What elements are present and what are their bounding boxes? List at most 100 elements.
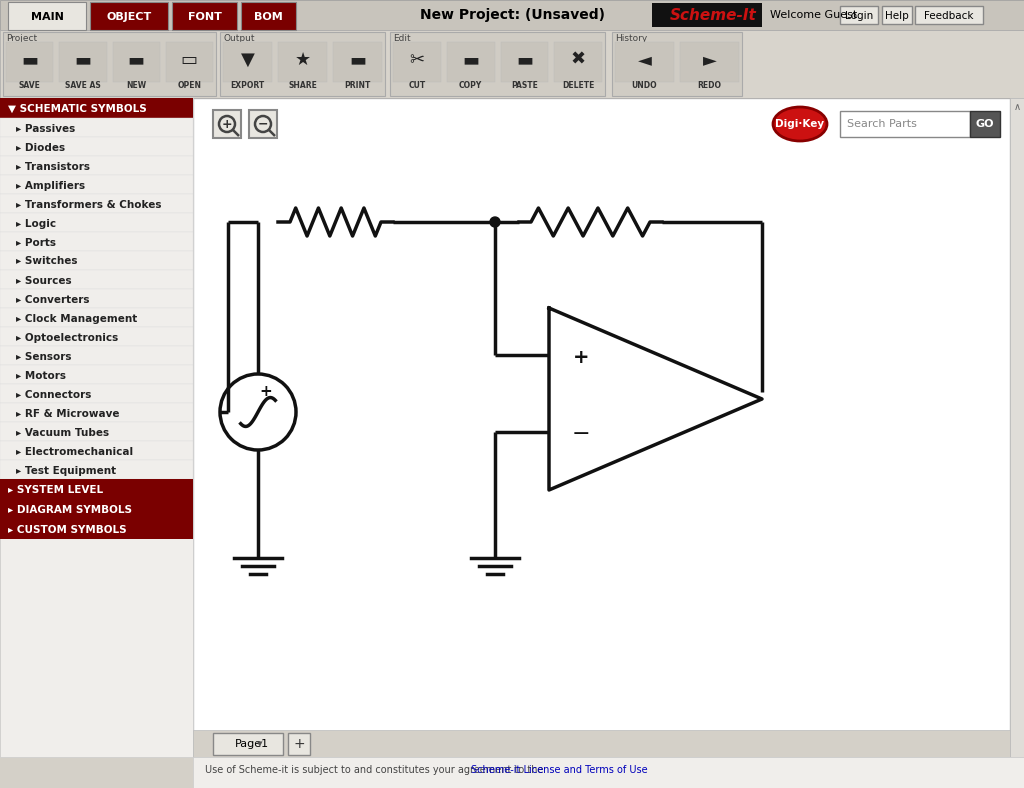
Bar xyxy=(0,441,193,460)
Text: ▸ CUSTOM SYMBOLS: ▸ CUSTOM SYMBOLS xyxy=(8,525,127,535)
Bar xyxy=(0,98,193,757)
Text: Feedback: Feedback xyxy=(925,11,974,21)
Bar xyxy=(8,2,86,30)
Bar xyxy=(223,42,272,82)
Bar xyxy=(193,98,1010,757)
Text: ▸ Transistors: ▸ Transistors xyxy=(16,162,90,172)
Bar xyxy=(882,6,912,24)
Text: ◄: ◄ xyxy=(638,51,651,69)
Text: Use of Scheme-it is subject to and constitutes your agreement to the: Use of Scheme-it is subject to and const… xyxy=(205,765,547,775)
Text: +: + xyxy=(260,384,272,399)
Text: ▸ Transformers & Chokes: ▸ Transformers & Chokes xyxy=(16,199,162,210)
Text: −: − xyxy=(258,117,268,131)
Bar xyxy=(333,42,382,82)
Text: OBJECT: OBJECT xyxy=(106,12,152,22)
Text: ▭: ▭ xyxy=(181,51,198,69)
Ellipse shape xyxy=(773,107,827,141)
Bar xyxy=(193,730,1010,757)
Text: ✖: ✖ xyxy=(570,51,586,69)
Bar xyxy=(554,42,602,82)
Text: NEW: NEW xyxy=(126,81,146,90)
Bar xyxy=(0,98,193,118)
Bar xyxy=(193,757,1024,788)
Text: +: + xyxy=(572,348,589,366)
Bar xyxy=(612,32,742,96)
Text: Welcome Guest: Welcome Guest xyxy=(770,10,857,20)
Bar xyxy=(840,111,970,137)
Text: ▼: ▼ xyxy=(241,51,254,69)
Text: FONT: FONT xyxy=(187,12,221,22)
Text: ▸ Connectors: ▸ Connectors xyxy=(16,389,91,400)
Text: Search Parts: Search Parts xyxy=(847,119,916,129)
Text: MAIN: MAIN xyxy=(31,12,63,22)
Bar xyxy=(0,499,193,519)
Text: ▾: ▾ xyxy=(257,739,263,749)
Text: UNDO: UNDO xyxy=(632,81,657,90)
Bar xyxy=(390,32,605,96)
Text: REDO: REDO xyxy=(697,81,722,90)
Text: Help: Help xyxy=(885,11,909,21)
Text: ▸ Sources: ▸ Sources xyxy=(16,276,72,285)
Bar xyxy=(241,2,296,30)
Bar xyxy=(0,289,193,308)
Text: ▸ Test Equipment: ▸ Test Equipment xyxy=(16,466,116,475)
Bar xyxy=(0,384,193,403)
Bar xyxy=(0,460,193,479)
Bar xyxy=(213,733,283,755)
Circle shape xyxy=(490,217,500,227)
Bar xyxy=(446,42,495,82)
Text: BOM: BOM xyxy=(254,12,283,22)
Text: ✂: ✂ xyxy=(410,51,424,69)
Text: Page1: Page1 xyxy=(234,739,269,749)
Bar xyxy=(0,30,1024,98)
Text: GO: GO xyxy=(976,119,994,129)
Text: PASTE: PASTE xyxy=(511,81,538,90)
Bar xyxy=(840,6,878,24)
Text: EXPORT: EXPORT xyxy=(230,81,264,90)
Text: ▸ Vacuum Tubes: ▸ Vacuum Tubes xyxy=(16,428,110,437)
Bar xyxy=(113,42,160,82)
Text: ▸ Sensors: ▸ Sensors xyxy=(16,351,72,362)
Text: ▸ SYSTEM LEVEL: ▸ SYSTEM LEVEL xyxy=(8,485,103,495)
Bar xyxy=(0,519,193,539)
Bar xyxy=(680,42,739,82)
Text: SAVE AS: SAVE AS xyxy=(65,81,100,90)
Bar xyxy=(1010,98,1024,757)
Text: CUT: CUT xyxy=(409,81,426,90)
Bar xyxy=(6,42,53,82)
Text: Scheme-it License and Terms of Use: Scheme-it License and Terms of Use xyxy=(471,765,647,775)
Text: ▬: ▬ xyxy=(516,51,532,69)
Bar xyxy=(166,42,213,82)
Text: ▸ DIAGRAM SYMBOLS: ▸ DIAGRAM SYMBOLS xyxy=(8,505,132,515)
Bar xyxy=(0,156,193,175)
Text: DELETE: DELETE xyxy=(562,81,594,90)
Bar xyxy=(278,42,327,82)
Bar xyxy=(915,6,983,24)
Bar xyxy=(90,2,168,30)
Text: ▼ SCHEMATIC SYMBOLS: ▼ SCHEMATIC SYMBOLS xyxy=(8,104,146,114)
Text: New Project: (Unsaved): New Project: (Unsaved) xyxy=(420,8,604,22)
Bar xyxy=(0,327,193,346)
Text: ▸ Switches: ▸ Switches xyxy=(16,257,78,266)
Bar xyxy=(0,422,193,441)
Text: ▬: ▬ xyxy=(349,51,366,69)
Text: +: + xyxy=(293,737,305,751)
Bar xyxy=(652,3,762,27)
Bar xyxy=(0,270,193,289)
Bar xyxy=(0,346,193,365)
Text: ∧: ∧ xyxy=(1014,102,1021,112)
Text: ▸ Amplifiers: ▸ Amplifiers xyxy=(16,180,85,191)
Bar xyxy=(615,42,674,82)
Bar xyxy=(220,32,385,96)
Text: ▸ Passives: ▸ Passives xyxy=(16,124,75,133)
Bar xyxy=(970,111,1000,137)
Text: ▸ Optoelectronics: ▸ Optoelectronics xyxy=(16,333,118,343)
Bar xyxy=(0,365,193,384)
Text: ▬: ▬ xyxy=(22,51,38,69)
Text: ▸ Diodes: ▸ Diodes xyxy=(16,143,66,153)
Bar xyxy=(501,42,548,82)
Bar xyxy=(0,137,193,156)
Text: SAVE: SAVE xyxy=(18,81,41,90)
Bar xyxy=(0,251,193,270)
Bar xyxy=(0,118,193,137)
